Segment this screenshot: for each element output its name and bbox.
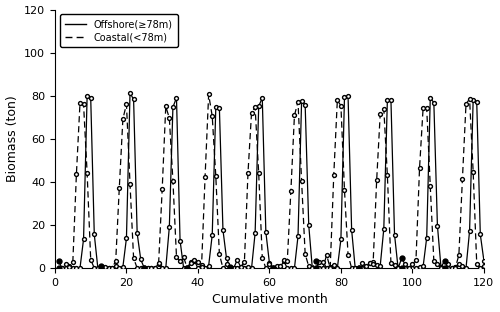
X-axis label: Cumulative month: Cumulative month [212, 294, 328, 306]
Legend: Offshore(≥78m), Coastal(<78m): Offshore(≥78m), Coastal(<78m) [60, 14, 178, 47]
Y-axis label: Biomass (ton): Biomass (ton) [6, 95, 18, 182]
